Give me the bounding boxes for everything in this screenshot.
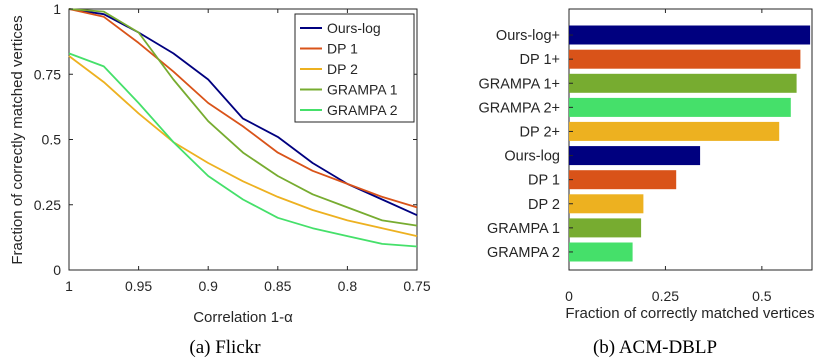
category-label-6: DP 1	[528, 173, 560, 189]
y-tick-label: 0.75	[34, 66, 61, 82]
category-label-9: GRAMPA 2	[487, 245, 560, 261]
legend: Ours-log DP 1 DP 2 GRAMPA 1 GRAMPA 2	[294, 13, 415, 123]
bar-1	[569, 49, 801, 69]
y-axis-ticks: 0 0.25 0.5 0.75 1	[34, 1, 417, 278]
bar-9	[569, 242, 633, 262]
x-tick-label: 0	[565, 288, 573, 304]
legend-label-2: DP 2	[327, 61, 358, 77]
x-tick-label: 0.25	[652, 288, 679, 304]
y-tick-label: 0.5	[42, 132, 62, 148]
legend-label-4: GRAMPA 2	[327, 102, 398, 118]
series-line-4	[68, 52, 418, 248]
y-axis-label: Fraction of correctly matched vertices	[9, 15, 26, 264]
series-lines	[68, 8, 418, 248]
flickr-line-chart: 1 0.95 0.9 0.85 0.8 0.75 0 0.25 0.5 0.75 1 Correl…	[9, 1, 431, 358]
bar-5	[569, 146, 701, 166]
x-axis-ticks: 1 0.95 0.9 0.85 0.8 0.75	[65, 9, 431, 294]
y-tick-label: 1	[53, 1, 61, 17]
legend-label-3: GRAMPA 1	[327, 82, 398, 98]
category-label-2: GRAMPA 1+	[478, 76, 560, 92]
x-tick-label: 0.95	[125, 278, 152, 294]
bar-4	[569, 121, 780, 141]
category-label-3: GRAMPA 2+	[478, 100, 560, 116]
bar-0	[569, 25, 811, 45]
series-line-1	[68, 8, 418, 209]
x-axis-label: Correlation 1-α	[193, 309, 293, 326]
x-tick-label: 0.9	[198, 278, 218, 294]
category-label-8: GRAMPA 1	[487, 221, 560, 237]
legend-label-1: DP 1	[327, 41, 358, 57]
x-axis-label: Fraction of correctly matched vertices	[565, 305, 814, 322]
x-tick-label: 0.85	[264, 278, 291, 294]
category-label-5: Ours-log	[504, 149, 560, 165]
category-label-1: DP 1+	[520, 52, 560, 68]
bar-3	[569, 97, 791, 117]
bar-2	[569, 73, 797, 93]
y-tick-label: 0.25	[34, 197, 61, 213]
category-label-4: DP 2+	[520, 124, 560, 140]
caption-flickr: (a) Flickr	[189, 337, 261, 358]
category-labels: Ours-log+ DP 1+ GRAMPA 1+ GRAMPA 2+ DP 2+ Our…	[478, 28, 573, 261]
x-tick-label: 1	[65, 278, 73, 294]
caption-acm-dblp: (b) ACM-DBLP	[593, 337, 717, 358]
x-tick-label: 0.5	[752, 288, 772, 304]
bar-7	[569, 194, 644, 214]
series-line-2	[68, 55, 418, 237]
acm-dblp-bar-chart: Ours-log+ DP 1+ GRAMPA 1+ GRAMPA 2+ DP 2+ Our…	[478, 8, 815, 358]
x-axis-ticks: 0 0.25 0.5	[565, 9, 772, 304]
bar-6	[569, 170, 677, 190]
series-line-3	[68, 8, 418, 227]
y-tick-label: 0	[53, 262, 61, 278]
x-tick-label: 0.8	[338, 278, 358, 294]
legend-label-0: Ours-log	[327, 20, 381, 36]
category-label-0: Ours-log+	[496, 28, 560, 44]
bars	[569, 25, 811, 262]
category-label-7: DP 2	[528, 197, 560, 213]
x-tick-label: 0.75	[403, 278, 430, 294]
bar-8	[569, 218, 642, 238]
